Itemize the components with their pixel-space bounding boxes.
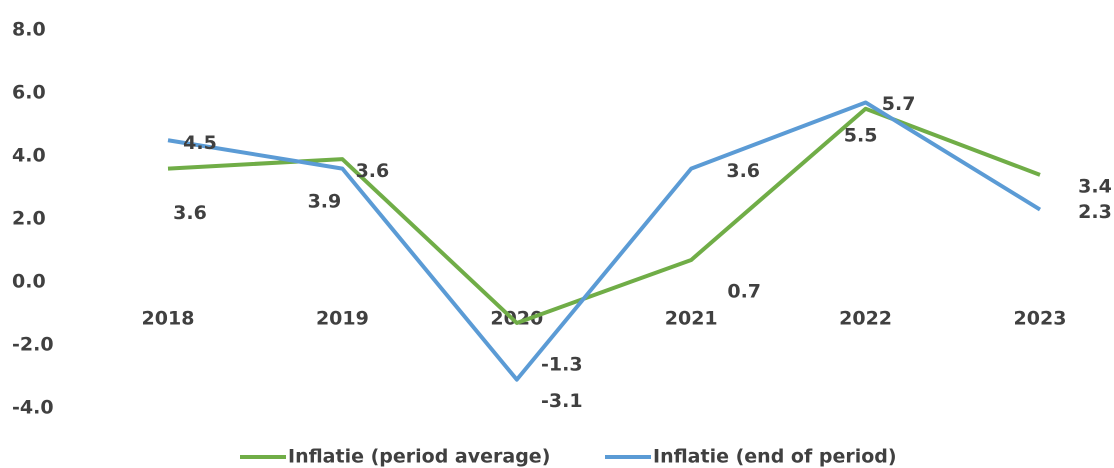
data-label: 3.9 [308, 191, 342, 213]
x-tick-label: 2018 [142, 308, 195, 330]
data-label: 5.5 [844, 124, 878, 146]
x-tick-label: 2020 [490, 308, 543, 330]
y-tick-label: 6.0 [12, 82, 46, 104]
y-tick-label: 8.0 [12, 19, 46, 41]
x-tick-label: 2021 [665, 308, 718, 330]
data-label: 3.4 [1078, 175, 1112, 197]
series-line [167, 100, 1042, 382]
data-label: -1.3 [541, 353, 583, 375]
y-tick-label: 0.0 [12, 271, 46, 293]
data-label: -3.1 [541, 390, 583, 412]
series-line [167, 106, 1041, 325]
data-label: 4.5 [183, 132, 217, 154]
data-label: 3.6 [173, 202, 207, 224]
y-tick-label: -4.0 [12, 397, 54, 419]
x-tick-label: 2023 [1014, 308, 1067, 330]
data-label: 2.3 [1078, 201, 1112, 223]
x-tick-label: 2019 [316, 308, 369, 330]
legend-label: Inflatie (end of period) [653, 446, 897, 468]
y-tick-label: 4.0 [12, 145, 46, 167]
data-label: 5.7 [882, 93, 916, 115]
data-label: 3.6 [726, 160, 760, 182]
y-tick-label: -2.0 [12, 334, 54, 356]
data-label: 3.6 [356, 160, 390, 182]
x-tick-label: 2022 [839, 308, 892, 330]
data-label: 0.7 [727, 280, 761, 302]
legend-label: Inflatie (period average) [288, 446, 550, 468]
y-tick-label: 2.0 [12, 208, 46, 230]
